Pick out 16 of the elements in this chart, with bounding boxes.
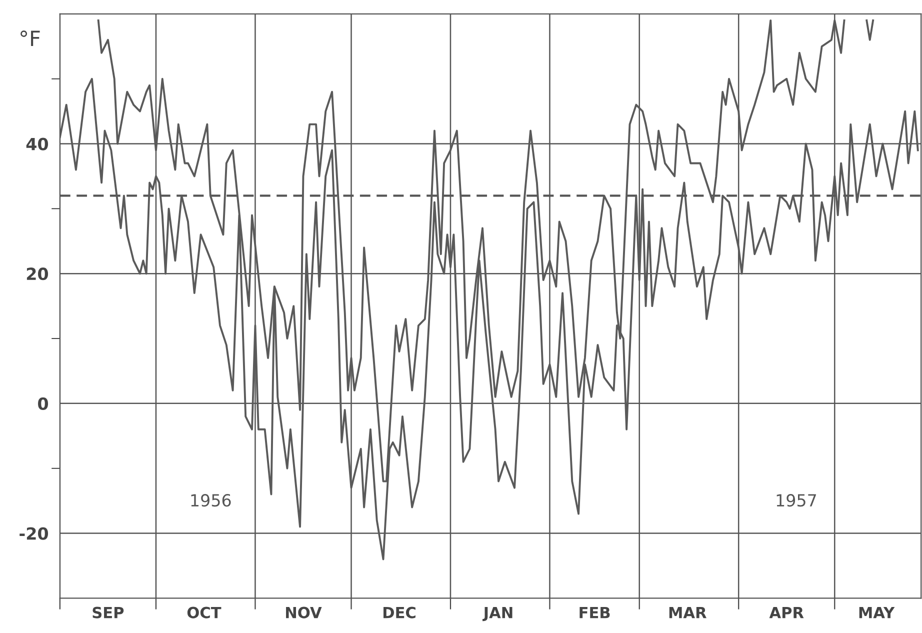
annotation: 1957 [776,494,816,507]
x-tick-label: APR [769,606,804,618]
x-tick-label: NOV [286,606,322,618]
x-tick-label: SEP [92,606,124,618]
y-tick-label: 0 [38,397,48,410]
x-tick-label: FEB [580,606,610,618]
x-tick-label: MAR [669,606,706,618]
y-axis-title: °F [20,30,40,46]
y-tick-label: 40 [26,138,48,150]
x-tick-label: MAY [859,606,895,618]
annotation: 1956 [191,494,231,507]
y-tick-label: -20 [20,527,48,540]
x-tick-label: OCT [187,606,222,618]
x-tick-label: DEC [384,606,416,618]
x-tick-label: JAN [482,606,512,622]
y-tick-label: 20 [26,268,48,280]
